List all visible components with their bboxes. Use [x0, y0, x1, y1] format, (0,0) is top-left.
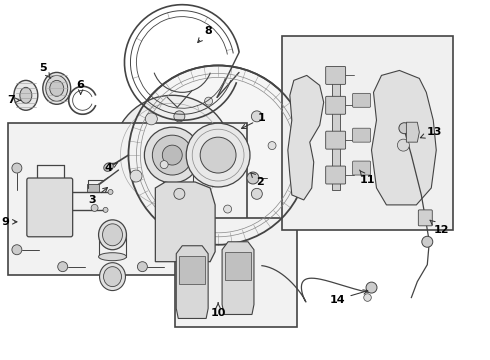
Circle shape	[58, 262, 68, 272]
Text: 13: 13	[420, 127, 442, 138]
Bar	[175, 218, 297, 328]
Circle shape	[366, 282, 377, 293]
Ellipse shape	[20, 87, 32, 103]
Circle shape	[399, 123, 410, 134]
Text: 14: 14	[330, 290, 368, 305]
Circle shape	[137, 262, 147, 272]
Circle shape	[186, 123, 250, 187]
Text: 12: 12	[430, 220, 449, 235]
Circle shape	[174, 111, 185, 122]
Text: 8: 8	[198, 26, 212, 42]
Ellipse shape	[46, 75, 68, 101]
Polygon shape	[222, 242, 254, 315]
Ellipse shape	[98, 220, 126, 250]
Circle shape	[152, 135, 192, 175]
Ellipse shape	[103, 267, 122, 287]
Bar	[8, 123, 247, 275]
Polygon shape	[179, 256, 205, 284]
Polygon shape	[176, 246, 208, 319]
Text: 5: 5	[39, 63, 51, 78]
Polygon shape	[371, 71, 436, 205]
FancyBboxPatch shape	[326, 67, 345, 84]
Text: 11: 11	[360, 170, 375, 185]
Ellipse shape	[99, 263, 125, 291]
Circle shape	[251, 188, 262, 199]
Circle shape	[268, 141, 276, 149]
Circle shape	[162, 145, 182, 165]
Circle shape	[130, 170, 142, 182]
Circle shape	[364, 294, 371, 301]
Text: 10: 10	[210, 303, 226, 319]
Text: 1: 1	[242, 113, 266, 129]
Text: 2: 2	[251, 173, 264, 187]
Circle shape	[128, 66, 308, 245]
Ellipse shape	[91, 204, 98, 211]
Text: 3: 3	[89, 188, 107, 205]
FancyBboxPatch shape	[27, 178, 73, 237]
Ellipse shape	[98, 253, 126, 261]
Ellipse shape	[104, 163, 113, 171]
Circle shape	[205, 97, 213, 105]
Text: 9: 9	[1, 217, 17, 227]
Circle shape	[187, 185, 199, 197]
Polygon shape	[225, 252, 251, 280]
FancyBboxPatch shape	[326, 166, 345, 184]
Ellipse shape	[43, 72, 71, 104]
Ellipse shape	[102, 224, 122, 246]
Circle shape	[422, 236, 433, 247]
Text: 4: 4	[104, 163, 118, 173]
Circle shape	[12, 245, 22, 255]
Circle shape	[251, 111, 262, 122]
Circle shape	[160, 161, 168, 168]
FancyBboxPatch shape	[326, 131, 345, 149]
Ellipse shape	[14, 80, 38, 110]
FancyBboxPatch shape	[353, 128, 370, 142]
Polygon shape	[288, 75, 324, 200]
Bar	[87, 184, 98, 192]
FancyBboxPatch shape	[353, 161, 370, 175]
Circle shape	[397, 139, 409, 151]
Circle shape	[12, 163, 22, 173]
Ellipse shape	[65, 207, 72, 212]
Circle shape	[113, 95, 232, 215]
Text: 6: 6	[77, 80, 85, 94]
Ellipse shape	[65, 189, 72, 194]
Circle shape	[223, 205, 232, 213]
Circle shape	[174, 188, 185, 199]
Circle shape	[247, 172, 259, 184]
Circle shape	[145, 127, 200, 183]
Polygon shape	[155, 182, 215, 262]
Circle shape	[146, 113, 157, 125]
Circle shape	[200, 137, 236, 173]
FancyBboxPatch shape	[326, 96, 345, 114]
Ellipse shape	[50, 80, 64, 96]
Circle shape	[202, 128, 215, 140]
Ellipse shape	[108, 189, 113, 194]
Bar	[282, 36, 453, 230]
Ellipse shape	[103, 207, 108, 212]
Bar	[332, 71, 340, 190]
Polygon shape	[406, 122, 419, 142]
FancyBboxPatch shape	[353, 93, 370, 107]
Text: 7: 7	[7, 95, 21, 105]
FancyBboxPatch shape	[418, 210, 432, 226]
